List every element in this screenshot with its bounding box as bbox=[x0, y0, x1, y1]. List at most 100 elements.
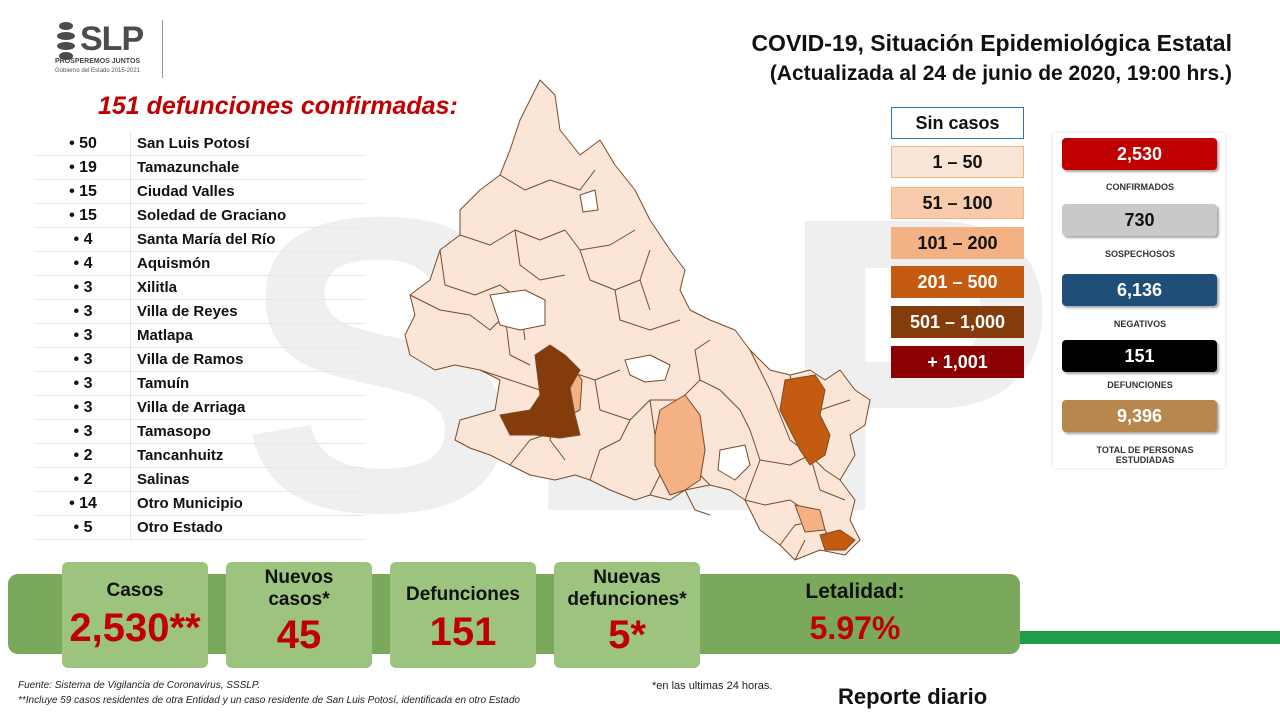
page-title: COVID-19, Situación Epidemiológica Estat… bbox=[751, 30, 1232, 56]
card-casos-value: 2,530** bbox=[69, 606, 201, 650]
legend-item: 1 – 50 bbox=[891, 146, 1024, 178]
report-label: Reporte diario bbox=[838, 684, 988, 709]
municipality-name: Salinas bbox=[130, 467, 364, 492]
legend-item: 501 – 1,000 bbox=[891, 306, 1024, 338]
municipality-name: Villa de Reyes bbox=[130, 299, 364, 324]
death-count: • 2 bbox=[36, 443, 131, 468]
map-region-101-200 bbox=[654, 394, 706, 496]
legend-item: 101 – 200 bbox=[891, 227, 1024, 259]
footer-note: **Incluye 59 casos residentes de otra En… bbox=[18, 695, 520, 706]
stat-value: 151 bbox=[1062, 340, 1217, 372]
map-region-501-1000 bbox=[499, 344, 581, 439]
stat-value: 730 bbox=[1062, 204, 1217, 236]
table-row: • 2 Salinas bbox=[36, 467, 364, 492]
death-count: • 5 bbox=[36, 515, 131, 540]
municipality-name: Villa de Ramos bbox=[130, 347, 364, 372]
municipality-name: Tamasopo bbox=[130, 419, 364, 444]
table-row: • 4 Santa María del Río bbox=[36, 227, 364, 252]
card-casos: Casos 2,530** bbox=[62, 562, 208, 668]
footer-source: Fuente: Sistema de Vigilancia de Coronav… bbox=[18, 680, 260, 691]
deaths-heading: 151 defunciones confirmadas: bbox=[98, 92, 458, 120]
stat-value: 6,136 bbox=[1062, 274, 1217, 306]
table-row: • 14 Otro Municipio bbox=[36, 491, 364, 516]
card-nuevas-defunciones: Nuevas defunciones* 5* bbox=[554, 562, 700, 668]
stat-label: DEFUNCIONES bbox=[1107, 380, 1173, 390]
municipality-name: Aquismón bbox=[130, 251, 364, 276]
logo-text: SLP bbox=[80, 20, 144, 58]
legend-item: + 1,001 bbox=[891, 346, 1024, 378]
death-count: • 15 bbox=[36, 203, 131, 228]
table-row: • 15 Ciudad Valles bbox=[36, 179, 364, 204]
municipality-name: Villa de Arriaga bbox=[130, 395, 364, 420]
municipality-name: Santa María del Río bbox=[130, 227, 364, 252]
letalidad-value: 5.97% bbox=[809, 610, 901, 646]
table-row: • 5 Otro Estado bbox=[36, 515, 364, 540]
table-row: • 2 Tancanhuitz bbox=[36, 443, 364, 468]
map-region-201-500 bbox=[819, 529, 856, 551]
stat-value: 9,396 bbox=[1062, 400, 1217, 432]
card-nuevos-casos: Nuevos casos* 45 bbox=[226, 562, 372, 668]
table-row: • 3 Tamasopo bbox=[36, 419, 364, 444]
table-row: • 4 Aquismón bbox=[36, 251, 364, 276]
death-count: • 14 bbox=[36, 491, 131, 516]
card-nuevas-defunciones-value: 5* bbox=[608, 613, 646, 657]
map-region-sin-casos bbox=[489, 289, 546, 331]
death-count: • 3 bbox=[36, 371, 131, 396]
death-count: • 2 bbox=[36, 467, 131, 492]
municipality-name: Otro Municipio bbox=[130, 491, 364, 516]
municipality-name: Otro Estado bbox=[130, 515, 364, 540]
card-defunciones: Defunciones 151 bbox=[390, 562, 536, 668]
municipality-name: Tancanhuitz bbox=[130, 443, 364, 468]
legend-item: 201 – 500 bbox=[891, 266, 1024, 298]
letalidad-label: Letalidad: bbox=[805, 580, 905, 603]
municipality-name: Xilitla bbox=[130, 275, 364, 300]
page-subtitle: (Actualizada al 24 de junio de 2020, 19:… bbox=[769, 62, 1232, 85]
death-count: • 3 bbox=[36, 419, 131, 444]
municipality-name: Matlapa bbox=[130, 323, 364, 348]
table-row: • 3 Matlapa bbox=[36, 323, 364, 348]
map-region-101-200 bbox=[794, 504, 826, 533]
card-nuevas-defunciones-label: Nuevas defunciones* bbox=[567, 567, 687, 610]
stat-value: 2,530 bbox=[1062, 138, 1217, 170]
map-region-sin-casos bbox=[717, 444, 751, 481]
death-count: • 3 bbox=[36, 275, 131, 300]
table-row: • 3 Villa de Reyes bbox=[36, 299, 364, 324]
stat-label: SOSPECHOSOS bbox=[1104, 249, 1176, 259]
card-nuevos-casos-label: Nuevos casos* bbox=[264, 567, 334, 610]
death-count: • 19 bbox=[36, 155, 131, 180]
map-region-201-500 bbox=[779, 374, 831, 466]
legend-item: 51 – 100 bbox=[891, 187, 1024, 219]
stat-label: NEGATIVOS bbox=[1113, 319, 1167, 329]
stat-label: TOTAL DE PERSONAS ESTUDIADAS bbox=[1096, 445, 1194, 465]
logo-divider bbox=[162, 20, 163, 78]
map-state-outline bbox=[404, 79, 871, 561]
letalidad-block: Letalidad: 5.97% bbox=[760, 580, 950, 647]
logo-slogan: PROSPEREMOS JUNTOS bbox=[55, 58, 141, 65]
municipality-deaths-table: • 50 San Luis Potosí • 19 Tamazunchale • 15 C… bbox=[36, 132, 364, 540]
card-defunciones-label: Defunciones bbox=[405, 584, 521, 605]
death-count: • 4 bbox=[36, 251, 131, 276]
death-count: • 3 bbox=[36, 323, 131, 348]
map-region-sin-casos bbox=[624, 354, 671, 383]
table-row: • 50 San Luis Potosí bbox=[36, 132, 364, 156]
table-row: • 3 Villa de Ramos bbox=[36, 347, 364, 372]
footer-last24: *en las ultimas 24 horas. bbox=[652, 680, 773, 692]
municipality-name: San Luis Potosí bbox=[130, 132, 364, 156]
summary-banner-line bbox=[1020, 631, 1280, 644]
logo-subtitle: Gobierno del Estado 2015-2021 bbox=[55, 68, 141, 74]
death-count: • 50 bbox=[36, 132, 131, 156]
death-count: • 4 bbox=[36, 227, 131, 252]
table-row: • 3 Villa de Arriaga bbox=[36, 395, 364, 420]
stat-label: CONFIRMADOS bbox=[1106, 182, 1174, 192]
table-row: • 15 Soledad de Graciano bbox=[36, 203, 364, 228]
legend-item: Sin casos bbox=[891, 107, 1024, 139]
table-row: • 3 Xilitla bbox=[36, 275, 364, 300]
slp-logo-icon bbox=[57, 22, 75, 60]
map-region-sin-casos bbox=[579, 189, 599, 213]
municipality-name: Soledad de Graciano bbox=[130, 203, 364, 228]
death-count: • 15 bbox=[36, 179, 131, 204]
municipality-name: Tamazunchale bbox=[130, 155, 364, 180]
card-nuevos-casos-value: 45 bbox=[276, 613, 322, 657]
municipality-name: Tamuín bbox=[130, 371, 364, 396]
death-count: • 3 bbox=[36, 299, 131, 324]
